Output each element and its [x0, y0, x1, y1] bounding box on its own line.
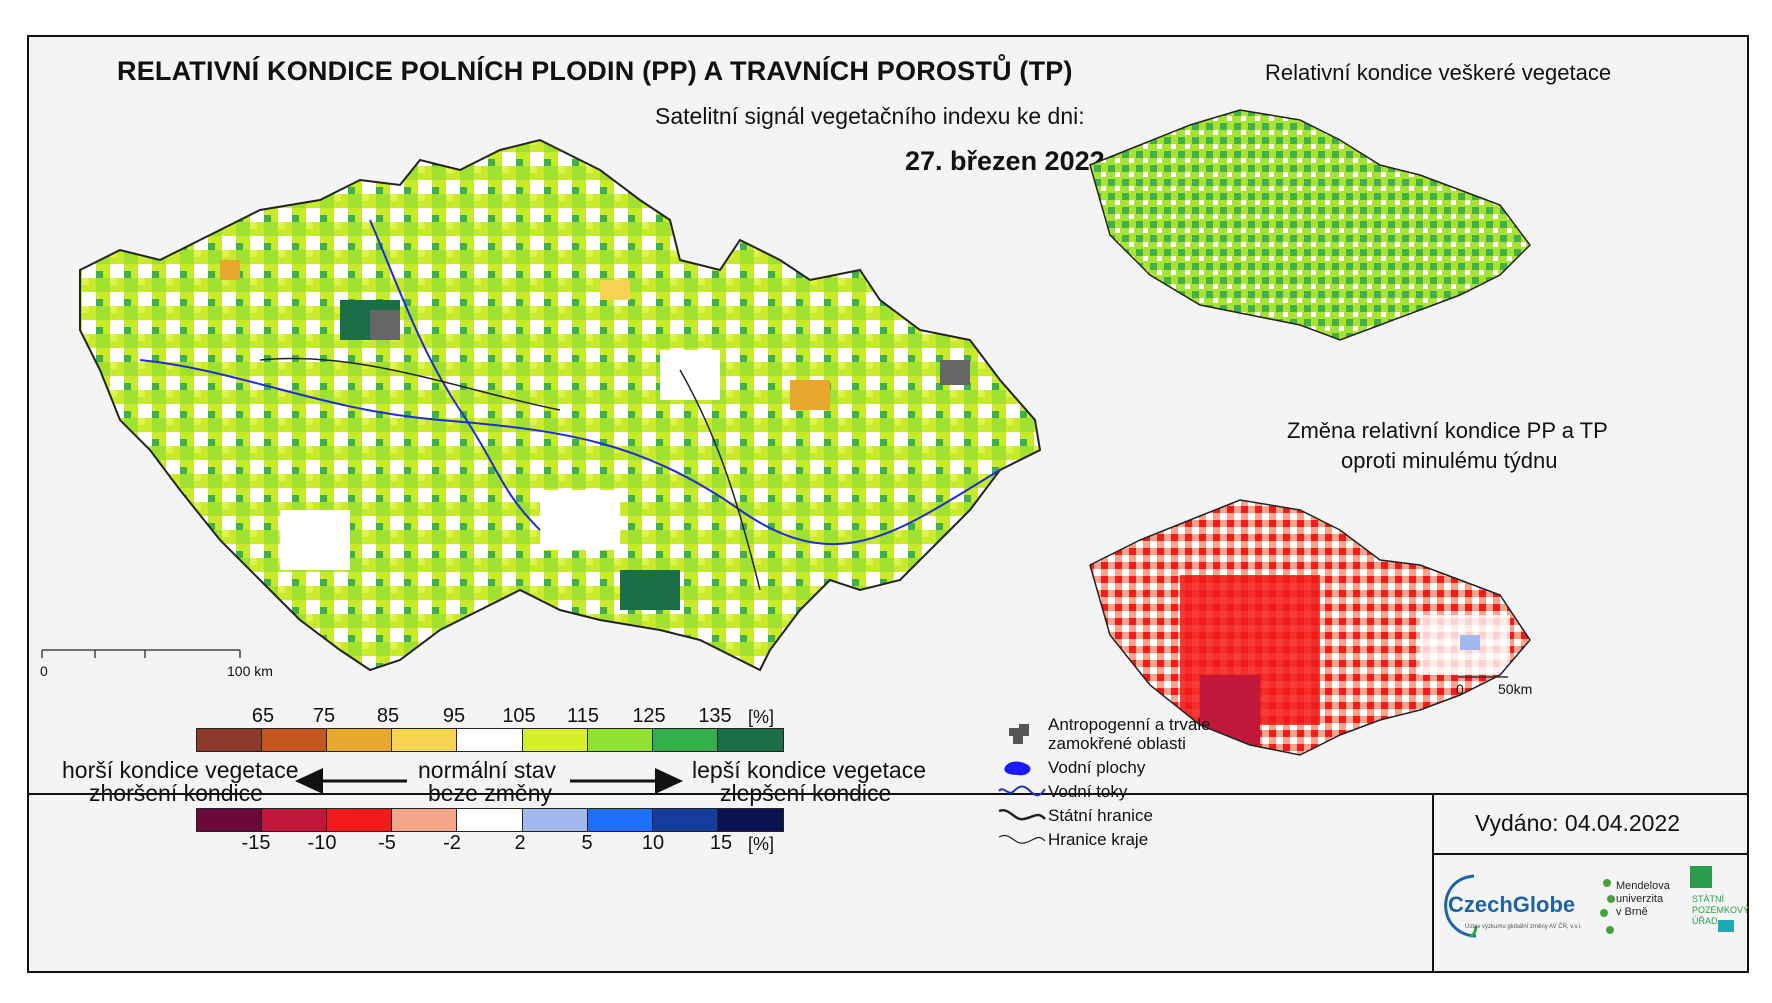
- legend-normal-line1: normální stav: [418, 757, 557, 783]
- cb-bottom-swatch: [392, 809, 458, 831]
- issued-date: Vydáno: 04.04.2022: [1475, 810, 1681, 836]
- legend-divider: [27, 793, 1749, 795]
- cb-top-swatch: [522, 729, 588, 751]
- cb-top-tick: 65: [251, 705, 275, 727]
- arrow-right-icon: [570, 768, 683, 794]
- cb-bottom-tick: 2: [514, 832, 526, 854]
- mendel-logo-icon: [1600, 879, 1615, 934]
- arrow-left-icon: [295, 768, 407, 794]
- spu-line2: POZEMKOVÝ: [1692, 905, 1750, 915]
- cb-bottom-swatch: [717, 809, 783, 831]
- cb-top-tick: 125: [632, 705, 666, 727]
- legend-state-border-label: Státní hranice: [1048, 806, 1153, 825]
- cb-bottom-unit: [%]: [748, 834, 775, 854]
- main-scale-zero: 0: [40, 663, 48, 679]
- cb-bottom-tick: 15: [709, 832, 733, 854]
- page-title: RELATIVNÍ KONDICE POLNÍCH PLODIN (PP) A …: [117, 56, 1073, 86]
- cb-top-swatch: [262, 729, 328, 751]
- inset-bottom-title-line2: oproti minulému týdnu: [1341, 448, 1558, 473]
- spu-line1: STÁTNÍ: [1692, 894, 1725, 904]
- cb-bottom-tick: -5: [378, 832, 396, 854]
- water-body-icon: [1004, 761, 1031, 776]
- cb-top-swatch: [652, 729, 718, 751]
- mendel-logo-text: Mendelova univerzita v Brně: [1616, 880, 1670, 919]
- issued-divider: [1434, 853, 1749, 855]
- inset-scale-zero: 0: [1456, 681, 1464, 697]
- cb-bottom-swatch: [197, 809, 263, 831]
- state-border-icon: [998, 809, 1046, 821]
- legend-worse-line1: horší kondice vegetace: [62, 757, 299, 783]
- cb-bottom-swatch: [457, 809, 523, 831]
- legend-worse-line2: zhoršení kondice: [89, 780, 263, 806]
- legend-river-label: Vodní toky: [1048, 782, 1128, 801]
- cb-bottom-tick: -10: [307, 832, 337, 854]
- mendel-line1: Mendelova: [1616, 880, 1670, 892]
- main-scale-end: 100 km: [227, 663, 273, 679]
- cb-top-tick: 105: [502, 705, 536, 727]
- spu-logo-icon: [1690, 866, 1734, 932]
- cb-top-tick: 85: [376, 705, 400, 727]
- urban-area-icon: [1009, 724, 1029, 744]
- inset-bottom-map: [1089, 499, 1531, 756]
- legend-water-label: Vodní plochy: [1048, 758, 1146, 777]
- cb-top-swatch: [717, 729, 783, 751]
- region-border-icon: [998, 835, 1046, 844]
- legend-better-line1: lepší kondice vegetace: [692, 757, 926, 783]
- czechglobe-sub: Ústav výzkumu globální změny AV ČR, v.v.…: [1465, 924, 1582, 930]
- cb-bottom-tick: -15: [241, 832, 271, 854]
- spu-line3: ÚŘAD: [1692, 916, 1718, 926]
- legend-normal-line2: beze změny: [428, 780, 553, 806]
- legend-urban-label2: zamokřené oblasti: [1048, 734, 1186, 753]
- czechglobe-logo: CzechGlobe: [1448, 892, 1576, 917]
- cb-top-tick: 135: [698, 705, 732, 727]
- inset-scale-end: 50km: [1498, 681, 1533, 697]
- inset-bottom-title-line1: Změna relativní kondice PP a TP: [1287, 418, 1608, 443]
- cb-top-tick: 95: [442, 705, 466, 727]
- page-subtitle: Satelitní signál vegetačního indexu ke d…: [655, 103, 1085, 129]
- inset-top-title: Relativní kondice veškeré vegetace: [1265, 60, 1612, 85]
- main-map-anomalies: [220, 260, 970, 610]
- cb-bottom-swatch: [652, 809, 718, 831]
- cb-top-bar: [196, 728, 784, 752]
- legend-region-border-label: Hranice kraje: [1048, 830, 1149, 849]
- cb-top-swatch: [587, 729, 653, 751]
- cb-bottom-bar: [196, 808, 784, 832]
- cb-top-swatch: [392, 729, 458, 751]
- cb-top-unit: [%]: [748, 707, 775, 727]
- river-icon: [998, 785, 1046, 797]
- map-date: 27. březen 2022: [905, 146, 1105, 176]
- cb-bottom-swatch: [327, 809, 393, 831]
- cb-bottom-swatch: [262, 809, 328, 831]
- legend-better-line2: zlepšení kondice: [720, 780, 892, 806]
- cb-bottom-tick: 5: [581, 832, 593, 854]
- spu-logo-text: STÁTNÍ POZEMKOVÝ ÚŘAD: [1692, 894, 1749, 927]
- cb-top-tick: 75: [312, 705, 336, 727]
- cb-bottom-tick: 10: [641, 832, 665, 854]
- cb-top-swatch: [197, 729, 263, 751]
- cb-top-swatch: [327, 729, 393, 751]
- mendel-line3: v Brně: [1616, 906, 1648, 918]
- cb-top-swatch: [457, 729, 523, 751]
- mendel-line2: univerzita: [1616, 893, 1664, 905]
- cb-bottom-tick: -2: [443, 832, 461, 854]
- logo-divider: [1432, 795, 1434, 973]
- inset-top-map: [1089, 109, 1531, 341]
- cb-top-tick: 115: [567, 705, 599, 727]
- cb-bottom-swatch: [522, 809, 588, 831]
- cb-bottom-swatch: [587, 809, 653, 831]
- main-map: [41, 139, 1041, 671]
- czechglobe-logo-icon: [1444, 874, 1478, 938]
- legend-urban-label1: Antropogenní a trvale: [1048, 715, 1211, 734]
